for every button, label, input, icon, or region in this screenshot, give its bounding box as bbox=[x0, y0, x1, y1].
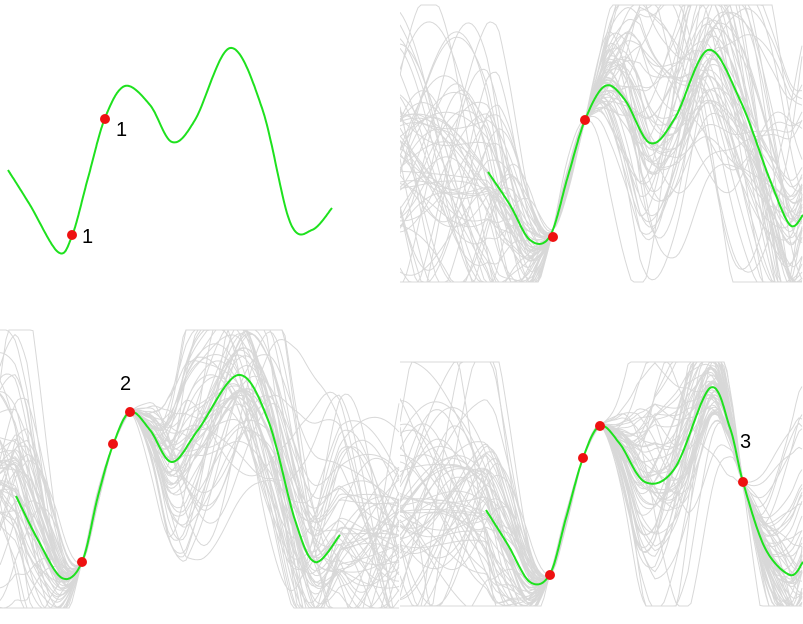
observation-point bbox=[580, 115, 590, 125]
posterior-sample-curves bbox=[0, 329, 400, 609]
panel-top-left-plot bbox=[7, 46, 333, 255]
observation-point bbox=[738, 477, 748, 487]
sample-curve bbox=[400, 4, 803, 279]
sample-curve bbox=[0, 364, 400, 609]
sample-curve bbox=[400, 4, 802, 283]
sample-curve bbox=[400, 17, 803, 283]
observation-point bbox=[125, 407, 135, 417]
panel-bottom-right-plot bbox=[400, 361, 803, 607]
panel-top-right bbox=[400, 0, 803, 300]
sample-curve bbox=[400, 4, 802, 283]
sample-curve bbox=[0, 329, 400, 609]
sample-curve bbox=[400, 32, 803, 283]
panel-top-right-plot bbox=[400, 4, 803, 283]
panel-top-left: 1 1 bbox=[0, 0, 400, 300]
sample-curve bbox=[0, 353, 400, 604]
observation-point bbox=[548, 232, 558, 242]
sample-curve bbox=[0, 347, 400, 589]
sample-curve bbox=[400, 381, 803, 607]
observation-label-new: 2 bbox=[120, 373, 132, 395]
sample-curve bbox=[400, 53, 803, 253]
observation-point bbox=[595, 421, 605, 431]
sample-curve bbox=[0, 375, 400, 572]
panel-bottom-left-plot bbox=[0, 329, 400, 609]
panel-bottom-right: 3 bbox=[400, 300, 803, 624]
sample-curve bbox=[400, 371, 803, 607]
true-function-curve bbox=[485, 386, 803, 586]
observation-point bbox=[578, 453, 588, 463]
observation-point bbox=[67, 230, 77, 240]
sample-curve bbox=[0, 410, 400, 564]
sample-curve bbox=[0, 393, 400, 608]
sample-curve bbox=[0, 394, 399, 609]
sample-curve bbox=[400, 4, 802, 283]
sample-curve bbox=[0, 410, 400, 578]
sample-curve bbox=[400, 49, 803, 249]
sample-curve bbox=[400, 4, 802, 283]
true-function-curve bbox=[487, 48, 803, 246]
posterior-sample-curves bbox=[400, 4, 803, 283]
sample-curve bbox=[0, 333, 400, 605]
sample-curve bbox=[400, 11, 803, 283]
sample-curve bbox=[400, 4, 803, 271]
sample-curve bbox=[0, 333, 400, 577]
sample-curve bbox=[0, 354, 400, 592]
sample-curve bbox=[400, 4, 802, 283]
sample-curve bbox=[0, 375, 400, 579]
sample-curve bbox=[0, 347, 400, 587]
sample-curve bbox=[0, 383, 400, 609]
sample-curve bbox=[400, 57, 803, 268]
sample-curve bbox=[400, 45, 803, 246]
panel-bottom-left: 2 bbox=[0, 300, 400, 624]
sample-curve bbox=[0, 385, 400, 582]
observation-point bbox=[100, 114, 110, 124]
sample-curve bbox=[400, 61, 803, 245]
observation-point bbox=[108, 439, 118, 449]
observation-label-lower: 1 bbox=[82, 226, 94, 248]
true-function-curve bbox=[7, 46, 333, 255]
observation-point bbox=[77, 557, 87, 567]
observation-label-upper: 1 bbox=[116, 119, 128, 141]
observation-label-new: 3 bbox=[740, 431, 752, 453]
sample-curve bbox=[400, 8, 803, 281]
observation-point bbox=[545, 570, 555, 580]
sample-curve bbox=[0, 412, 400, 596]
sample-curve bbox=[0, 329, 400, 575]
sample-curve bbox=[0, 374, 400, 570]
sample-curve bbox=[400, 4, 802, 283]
sample-curve bbox=[400, 4, 803, 283]
sample-curve bbox=[400, 374, 803, 607]
sample-curve bbox=[400, 61, 803, 260]
true-function-curve bbox=[15, 373, 341, 581]
